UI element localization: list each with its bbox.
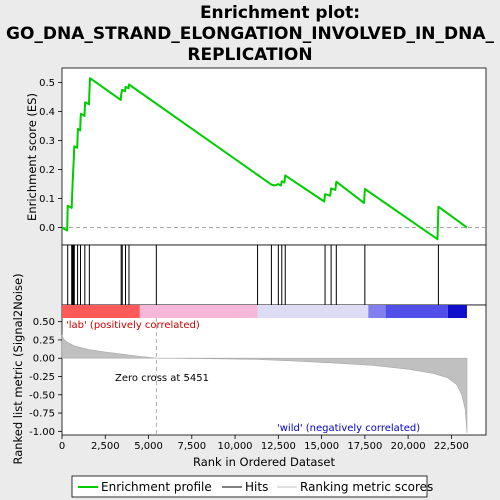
es-ylabel: Enrichment score (ES)	[25, 93, 39, 221]
legend-enrichment-label: Enrichment profile	[101, 480, 212, 494]
x-tick-label: 7,500	[177, 441, 206, 452]
legend-box	[71, 475, 428, 498]
hits-panel	[61, 244, 487, 306]
metric-ytick-label: -1.00	[29, 427, 55, 438]
legend-hits-label: Hits	[245, 480, 268, 494]
metric-ytick-label: -0.50	[29, 390, 55, 401]
ranking-metric-area	[61, 334, 468, 433]
es-ytick-label: 0.3	[39, 136, 55, 147]
legend-ranking-label: Ranking metric scores	[300, 480, 433, 494]
enrichment-profile-line	[61, 77, 468, 241]
negative-correlation-label: 'wild' (negatively correlated)	[277, 423, 420, 434]
x-tick-label: 17,500	[347, 441, 382, 452]
rank-color-bar-segment	[139, 305, 258, 318]
metric-ytick-label: 0.00	[33, 354, 55, 365]
rank-color-bar-segment	[368, 305, 386, 318]
metric-ytick-label: 0.25	[33, 335, 55, 346]
x-axis-label: Rank in Ordered Dataset	[193, 455, 336, 469]
es-ytick-label: 0.1	[39, 194, 55, 205]
es-ytick-label: 0.5	[39, 78, 55, 89]
chart-title-line-2: GO_DNA_STRAND_ELONGATION_INVOLVED_IN_DNA…	[6, 24, 495, 44]
x-tick-label: 10,000	[218, 441, 253, 452]
rank-color-bar-segment	[257, 305, 369, 318]
x-tick-label: 15,000	[304, 441, 339, 452]
x-tick-label: 2,500	[91, 441, 120, 452]
rank-color-bar-segment	[62, 305, 140, 318]
positive-correlation-label: 'lab' (positively correlated)	[66, 320, 200, 331]
metric-ylabel: Ranked list metric (Signal2Noise)	[11, 273, 25, 464]
x-tick-label: 5,000	[134, 441, 163, 452]
es-ytick-label: 0.2	[39, 165, 55, 176]
es-ytick-label: 0.4	[39, 107, 55, 118]
chart-title-line-3: REPLICATION	[187, 45, 312, 65]
zero-cross-label: Zero cross at 5451	[115, 373, 209, 384]
metric-ytick-label: -0.25	[29, 372, 55, 383]
metric-ytick-label: 0.50	[33, 317, 55, 328]
x-tick-label: 12,500	[261, 441, 296, 452]
x-tick-label: 20,000	[391, 441, 426, 452]
x-tick-label: 0	[59, 441, 65, 452]
chart-title-line-1: Enrichment plot:	[200, 3, 360, 23]
rank-color-bar-segment	[447, 305, 467, 318]
es-ytick-label: 0.0	[39, 223, 55, 234]
x-tick-label: 22,500	[434, 441, 469, 452]
metric-ytick-label: -0.75	[29, 409, 55, 420]
es-panel	[61, 67, 487, 246]
rank-color-bar-segment	[385, 305, 448, 318]
